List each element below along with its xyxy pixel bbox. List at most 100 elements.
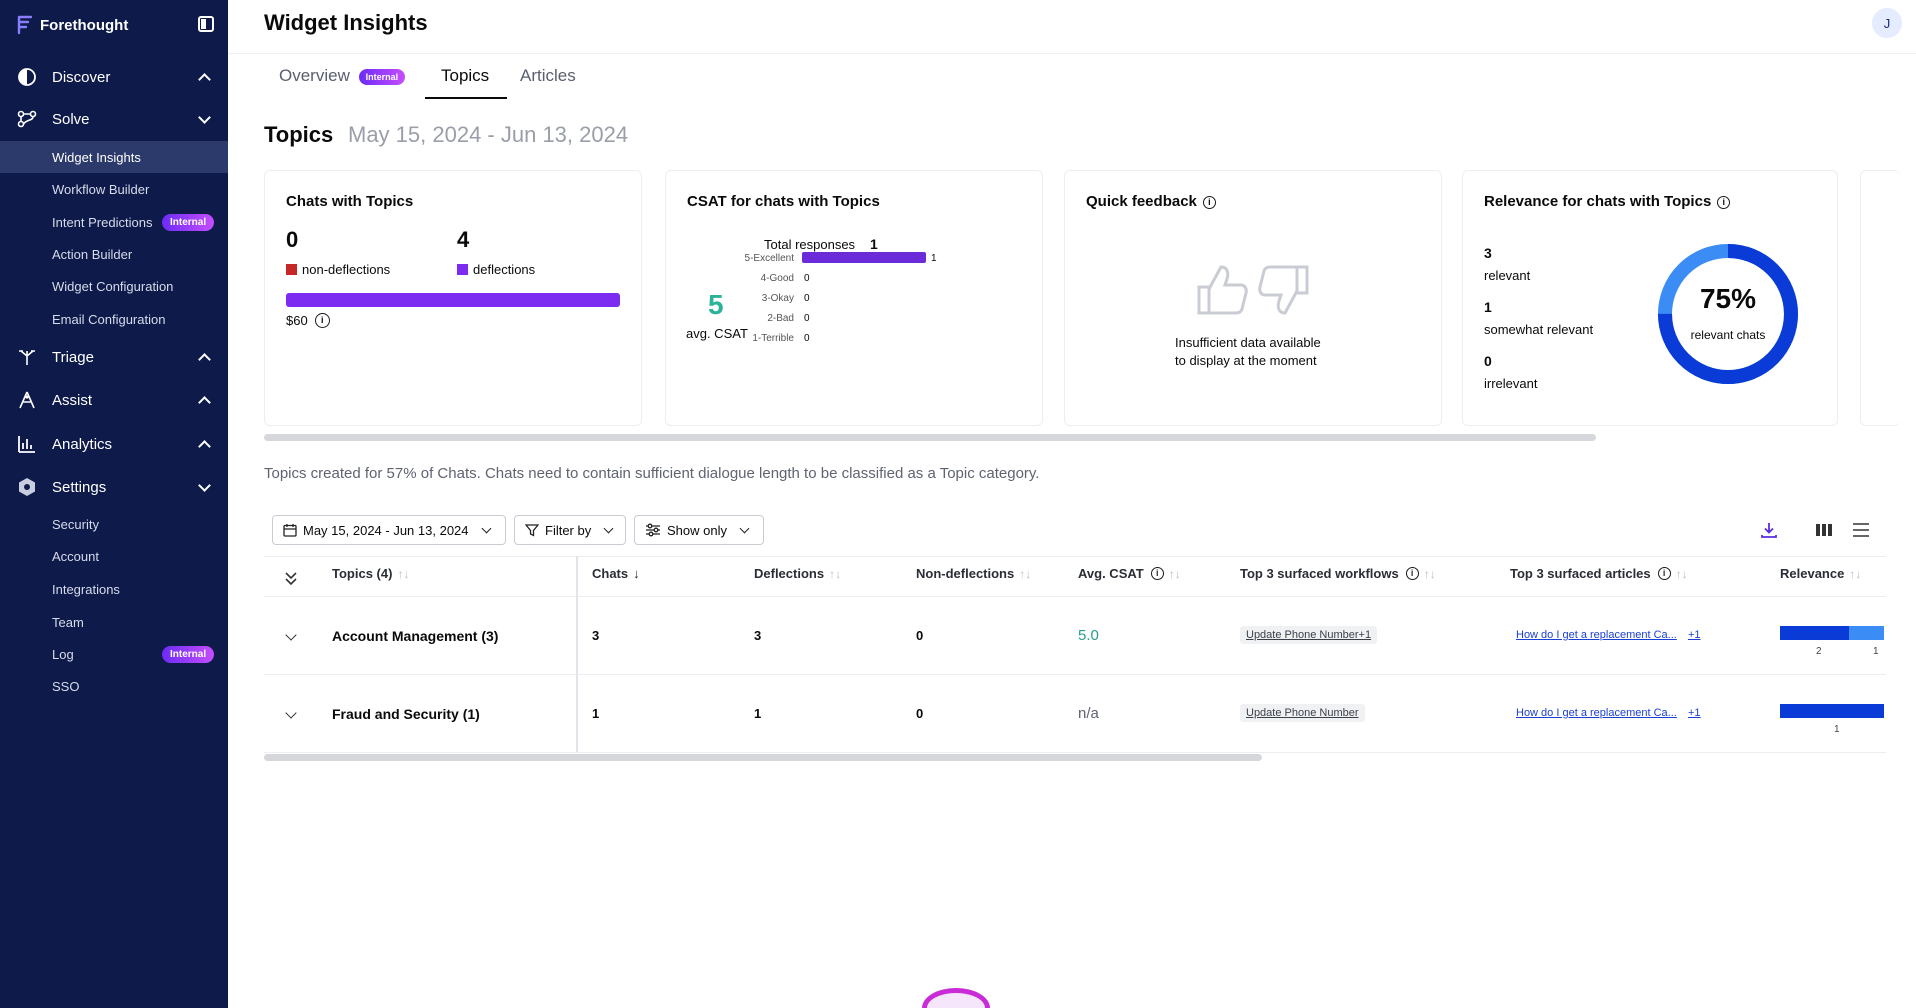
relevance-somewhat-segment	[1849, 626, 1884, 640]
show-only-label: Show only	[667, 522, 727, 538]
workflow-tag[interactable]: Update Phone Number+1	[1240, 626, 1378, 644]
sidebar-item-sso[interactable]: SSO	[0, 670, 228, 702]
thumbs-up-icon	[1197, 265, 1248, 315]
nav-settings-label: Settings	[52, 478, 107, 496]
info-icon[interactable]: i	[314, 313, 330, 328]
legend-swatch	[457, 264, 468, 275]
chevron-down-icon[interactable]	[285, 629, 297, 641]
info-icon[interactable]: i	[1405, 567, 1419, 580]
row-divider	[264, 752, 1886, 753]
csat-row-bar	[802, 252, 926, 263]
info-icon[interactable]: i	[1717, 195, 1731, 209]
nav-analytics[interactable]: Analytics	[0, 423, 228, 465]
widget-launcher-button[interactable]	[922, 988, 990, 1008]
sticky-column-divider	[576, 556, 578, 752]
sidebar-item-integrations[interactable]: Integrations	[0, 573, 228, 605]
sort-icon: ↑↓	[829, 566, 842, 581]
relevant-label: relevant	[1484, 268, 1531, 283]
sidebar-item-intent-predictions[interactable]: Intent Predictions Internal	[0, 206, 228, 238]
chevron-down-icon[interactable]	[285, 707, 297, 719]
header-deflections[interactable]: Deflections ↑↓	[754, 566, 841, 581]
header-non-deflections[interactable]: Non-deflections ↑↓	[916, 566, 1031, 581]
legend-label: deflections	[473, 262, 536, 277]
relevance-somewhat-count: 1	[1873, 646, 1879, 657]
sidebar-item-workflow-builder[interactable]: Workflow Builder	[0, 173, 228, 205]
header-label: Topics (4)	[332, 566, 393, 581]
avatar[interactable]: J	[1872, 8, 1902, 38]
card-next-partial	[1860, 170, 1900, 426]
chevron-down-icon	[481, 523, 491, 533]
sidebar-item-action-builder[interactable]: Action Builder	[0, 238, 228, 270]
nav-analytics-label: Analytics	[52, 435, 113, 453]
header-top-workflows[interactable]: Top 3 surfaced workflows i ↑↓	[1240, 566, 1436, 581]
sidebar-item-log[interactable]: Log Internal	[0, 638, 228, 670]
tab-topics[interactable]: Topics	[441, 66, 490, 85]
topic-name[interactable]: Account Management (3)	[332, 628, 499, 644]
header-chats[interactable]: Chats ↓	[592, 566, 640, 581]
cards-scrollbar[interactable]	[264, 434, 1596, 441]
nav-triage[interactable]: Triage	[0, 336, 228, 378]
chevron-down-icon	[739, 523, 750, 533]
table-top-border	[264, 556, 1886, 557]
legend-non-deflections: non-deflections	[286, 262, 390, 277]
sidebar-item-email-configuration[interactable]: Email Configuration	[0, 303, 228, 335]
active-tab-indicator	[425, 97, 507, 99]
nav-discover[interactable]: Discover	[0, 56, 228, 98]
sidebar-item-team[interactable]: Team	[0, 606, 228, 638]
nav-solve[interactable]: Solve	[0, 98, 228, 140]
workflow-tag[interactable]: Update Phone Number	[1240, 704, 1365, 722]
header-avg-csat[interactable]: Avg. CSAT i ↑↓	[1078, 566, 1181, 581]
collapse-all-icon[interactable]	[285, 572, 297, 586]
csat-row-count: 1	[931, 253, 937, 264]
columns-icon[interactable]	[1815, 523, 1833, 537]
sidebar-item-label: Email Configuration	[52, 311, 166, 327]
legend-swatch	[286, 264, 297, 275]
section-title: Topics	[264, 122, 334, 147]
internal-badge: Internal	[358, 68, 406, 85]
csat-row-count: 0	[804, 273, 810, 284]
tab-articles[interactable]: Articles	[520, 66, 576, 85]
info-icon[interactable]: i	[1202, 195, 1216, 209]
sidebar-item-widget-configuration[interactable]: Widget Configuration	[0, 270, 228, 302]
cost-row: $60 i	[286, 313, 330, 328]
top-header: Widget Insights J	[228, 0, 1916, 54]
table-scrollbar[interactable]	[264, 754, 1262, 761]
nav-settings[interactable]: Settings	[0, 466, 228, 508]
nav-assist[interactable]: Assist	[0, 379, 228, 421]
relevance-relevant-segment	[1780, 626, 1850, 640]
card-chats-with-topics: Chats with Topics 0 4 non-deflections de…	[264, 170, 642, 426]
filter-by-button[interactable]: Filter by	[514, 515, 626, 545]
header-relevance[interactable]: Relevance ↑↓	[1780, 566, 1861, 581]
article-link[interactable]: How do I get a replacement Ca...	[1516, 629, 1677, 641]
brand-logo[interactable]: Forethought	[16, 13, 128, 37]
sidebar-item-account[interactable]: Account	[0, 540, 228, 572]
legend-deflections: deflections	[457, 262, 535, 277]
chevron-down-icon	[603, 523, 614, 533]
download-icon[interactable]	[1760, 521, 1778, 539]
sort-descending-icon: ↓	[633, 566, 640, 581]
info-icon[interactable]: i	[1150, 567, 1164, 580]
topic-name[interactable]: Fraud and Security (1)	[332, 706, 480, 722]
sidebar-collapse-icon[interactable]	[198, 16, 214, 32]
density-icon[interactable]	[1852, 522, 1870, 538]
date-range-filter[interactable]: May 15, 2024 - Jun 13, 2024	[272, 515, 506, 545]
article-link[interactable]: How do I get a replacement Ca...	[1516, 707, 1677, 719]
sidebar-item-security[interactable]: Security	[0, 508, 228, 540]
header-topics[interactable]: Topics (4) ↑↓	[332, 566, 409, 581]
sidebar-item-label: Security	[52, 516, 99, 532]
info-icon[interactable]: i	[1657, 567, 1671, 580]
csat-row-count: 0	[804, 313, 810, 324]
sliders-icon	[646, 523, 660, 537]
csat-row-count: 0	[804, 293, 810, 304]
header-label: Avg. CSAT	[1078, 566, 1144, 581]
header-top-articles[interactable]: Top 3 surfaced articles i ↑↓	[1510, 566, 1688, 581]
sort-icon: ↑↓	[1019, 566, 1032, 581]
article-more-link[interactable]: +1	[1688, 707, 1701, 719]
show-only-button[interactable]: Show only	[634, 515, 764, 545]
sidebar-item-widget-insights[interactable]: Widget Insights	[0, 141, 228, 173]
non-deflections-value: 0	[916, 706, 924, 721]
card-title-row: Quick feedback i	[1086, 193, 1216, 210]
settings-icon	[19, 478, 35, 496]
tab-overview[interactable]: Overview Internal	[279, 66, 406, 86]
article-more-link[interactable]: +1	[1688, 629, 1701, 641]
